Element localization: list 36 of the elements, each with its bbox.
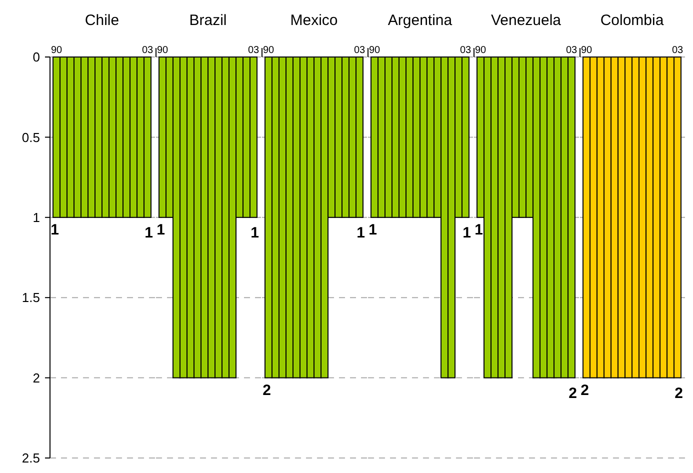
y-tick-label: 1: [32, 210, 40, 225]
data-label: 1: [50, 221, 59, 238]
chart-title: Argentina: [388, 12, 453, 29]
x-tick-label: 03: [460, 45, 472, 56]
data-label: 2: [674, 384, 683, 402]
y-tick-label: 1.5: [22, 290, 40, 306]
chart-title: Chile: [84, 12, 120, 29]
data-label: 1: [368, 221, 377, 238]
data-label: 1: [474, 221, 483, 238]
x-tick-label: 90: [156, 45, 168, 56]
data-label: 1: [250, 224, 259, 242]
x-tick-label: 90: [50, 45, 62, 56]
x-tick-label: 03: [142, 45, 154, 56]
data-label: 1: [156, 221, 165, 238]
x-tick-label: 90: [368, 45, 380, 56]
chart-title: Colombia: [600, 12, 664, 29]
x-tick-label: 90: [262, 45, 274, 56]
data-label: 2: [262, 382, 271, 399]
y-tick-label: 2: [32, 370, 40, 386]
x-tick-label: 03: [566, 45, 578, 56]
data-label: 2: [568, 384, 577, 402]
data-label: 1: [356, 224, 365, 242]
chart-title: Venezuela: [490, 12, 562, 29]
x-tick-label: 90: [474, 45, 486, 56]
x-tick-label: 03: [354, 45, 366, 56]
data-label: 2: [580, 382, 589, 399]
chart-title: Brazil: [189, 12, 227, 29]
y-tick-label: 0: [32, 50, 40, 65]
x-tick-label: 90: [580, 45, 592, 56]
x-tick-label: 03: [248, 45, 260, 56]
chart-title: Mexico: [290, 12, 338, 29]
y-tick-label: 0.5: [22, 130, 40, 145]
data-label: 1: [144, 224, 153, 242]
x-tick-label: 03: [672, 45, 684, 56]
data-label: 1: [462, 224, 471, 242]
y-tick-label: 2.5: [22, 450, 40, 466]
